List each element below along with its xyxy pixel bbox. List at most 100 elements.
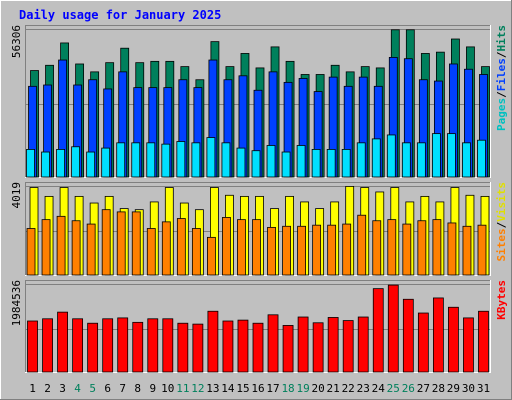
pages-bar-day-29 — [447, 133, 456, 178]
pages-bar-day-21 — [326, 149, 336, 178]
sites-bar-day-31 — [477, 224, 487, 276]
day-label-12: 12 — [191, 382, 204, 395]
pages-bar-day-23 — [356, 142, 366, 178]
legend-top-part-1: Pages — [495, 98, 508, 131]
pages-bar-day-24 — [371, 138, 381, 178]
pages-bar-day-5 — [86, 151, 96, 178]
sites-bar-day-16 — [252, 219, 261, 276]
legend-top-part-5: Hits — [495, 25, 508, 52]
sites-bar-day-3 — [56, 215, 66, 276]
kbytes-bar-day-15 — [237, 319, 249, 373]
kbytes-bar-day-5 — [87, 322, 99, 373]
kbytes-bar-day-31 — [478, 310, 489, 373]
kbytes-bar-day-18 — [282, 325, 294, 373]
kbytes-bar-day-25 — [387, 284, 399, 373]
pages-bar-day-25 — [386, 134, 396, 178]
sites-bar-day-5 — [86, 223, 96, 276]
kbytes-bar-day-23 — [357, 316, 369, 373]
day-label-14: 14 — [221, 382, 235, 395]
sites-bar-day-26 — [402, 223, 412, 276]
sites-bar-day-4 — [71, 220, 81, 276]
legend-top-part-3: Files — [495, 58, 508, 91]
sites-bar-day-22 — [342, 223, 352, 276]
kbytes-bar-day-6 — [102, 318, 114, 373]
pages-bar-day-10 — [161, 143, 171, 178]
sites-bar-day-2 — [41, 219, 51, 276]
day-label-15: 15 — [236, 382, 249, 395]
kbytes-bar-day-4 — [72, 318, 84, 373]
day-label-2: 2 — [44, 382, 51, 395]
day-label-10: 10 — [161, 382, 174, 395]
legend-middle-part-2: / — [495, 221, 508, 228]
day-label-21: 21 — [327, 382, 340, 395]
kbytes-bar-day-1 — [27, 320, 38, 373]
kbytes-bar-day-12 — [192, 323, 204, 373]
pages-bar-day-17 — [266, 145, 276, 178]
day-label-25: 25 — [387, 382, 400, 395]
day-label-18: 18 — [281, 382, 294, 395]
kbytes-bar-day-28 — [432, 297, 444, 373]
panel-2-ymax-label: 4019 — [10, 182, 23, 209]
sites-bar-day-1 — [26, 228, 36, 276]
pages-bar-day-13 — [206, 137, 216, 178]
day-label-9: 9 — [149, 382, 156, 395]
pages-bar-day-27 — [416, 142, 426, 178]
legend-top: Pages/Files/Hits — [495, 25, 508, 131]
pages-bar-day-15 — [236, 147, 246, 178]
day-label-31: 31 — [477, 382, 490, 395]
legend-bottom: KBytes — [495, 280, 508, 320]
day-label-7: 7 — [119, 382, 126, 395]
day-label-11: 11 — [176, 382, 189, 395]
legend-middle: Sites/Visits — [495, 182, 508, 262]
kbytes-bar-day-20 — [312, 322, 324, 373]
day-label-26: 26 — [402, 382, 415, 395]
kbytes-bar-day-19 — [297, 316, 309, 373]
kbytes-bar-day-7 — [117, 317, 129, 373]
kbytes-bar-day-24 — [372, 288, 384, 373]
day-label-1: 1 — [29, 382, 36, 395]
day-label-24: 24 — [372, 382, 386, 395]
kbytes-bar-day-26 — [402, 298, 414, 373]
day-label-30: 30 — [462, 382, 475, 395]
kbytes-bar-day-2 — [42, 318, 53, 373]
day-label-5: 5 — [89, 382, 96, 395]
pages-bar-day-19 — [296, 145, 306, 178]
kbytes-bar-day-29 — [448, 306, 459, 373]
sites-bar-day-28 — [432, 219, 442, 276]
sites-bar-day-29 — [447, 222, 457, 276]
sites-bar-day-14 — [222, 217, 231, 276]
sites-bar-day-15 — [237, 219, 246, 276]
day-label-29: 29 — [447, 382, 460, 395]
day-label-22: 22 — [342, 382, 355, 395]
pages-bar-day-3 — [56, 149, 65, 178]
sites-bar-day-30 — [462, 225, 472, 276]
sites-bar-day-12 — [191, 228, 201, 276]
day-label-6: 6 — [104, 382, 111, 395]
sites-bar-day-10 — [161, 221, 171, 276]
pages-bar-day-28 — [431, 133, 441, 178]
pages-bar-day-9 — [146, 142, 156, 178]
legend-top-part-4: / — [495, 51, 508, 58]
kbytes-bar-day-30 — [463, 317, 474, 373]
sites-bar-day-9 — [146, 228, 156, 276]
kbytes-bar-day-21 — [327, 317, 339, 373]
sites-bar-day-17 — [267, 226, 276, 276]
pages-bar-day-4 — [71, 146, 81, 178]
day-label-8: 8 — [134, 382, 141, 395]
kbytes-bar-day-14 — [222, 320, 234, 373]
legend-middle-part-1: Sites — [495, 228, 508, 261]
kbytes-bar-day-13 — [207, 310, 219, 373]
day-label-28: 28 — [432, 382, 445, 395]
pages-bar-day-6 — [101, 147, 111, 178]
legend-middle-part-3: Visits — [495, 182, 508, 222]
day-label-27: 27 — [417, 382, 430, 395]
sites-bar-day-19 — [297, 225, 306, 276]
pages-bar-day-26 — [401, 142, 411, 178]
pages-bar-day-20 — [311, 149, 321, 178]
sites-bar-day-27 — [417, 220, 427, 276]
kbytes-bar-day-3 — [57, 311, 68, 373]
sites-bar-day-8 — [131, 211, 141, 276]
day-label-17: 17 — [266, 382, 279, 395]
sites-bar-day-24 — [372, 220, 382, 276]
